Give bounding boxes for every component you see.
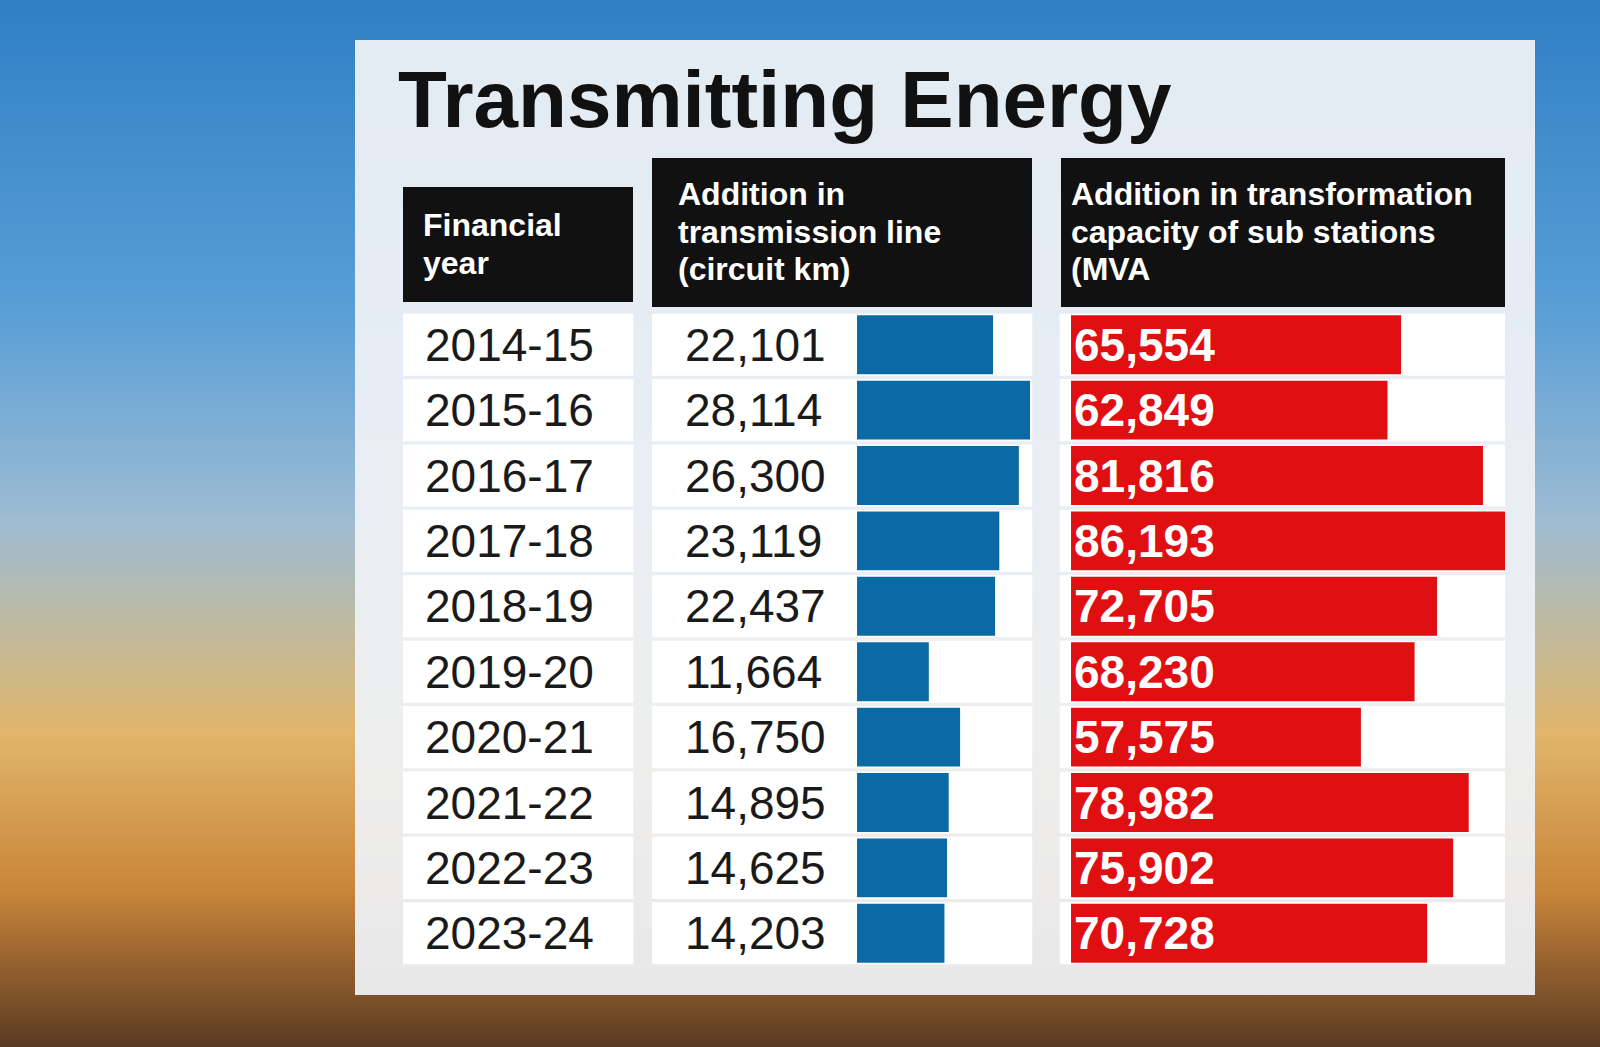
svg-text:28,114: 28,114 xyxy=(685,384,822,436)
svg-text:81,816: 81,816 xyxy=(1074,450,1215,502)
svg-text:2016-17: 2016-17 xyxy=(425,450,594,502)
svg-text:2015-16: 2015-16 xyxy=(425,384,594,436)
svg-text:72,705: 72,705 xyxy=(1074,580,1215,632)
html-text:Addition in transformation cap: Addition in transformation capacity of s… xyxy=(1071,175,1473,288)
svg-text:2018-19: 2018-19 xyxy=(425,580,594,632)
svg-text:62,849: 62,849 xyxy=(1074,384,1215,436)
html-text:Transmitting Energy: Transmitting Energy xyxy=(398,55,1172,144)
svg-text:78,982: 78,982 xyxy=(1074,777,1215,829)
svg-text:2020-21: 2020-21 xyxy=(425,711,594,763)
svg-text:57,575: 57,575 xyxy=(1074,711,1215,763)
svg-text:70,728: 70,728 xyxy=(1074,907,1215,959)
svg-text:14,625: 14,625 xyxy=(685,842,826,894)
svg-text:23,119: 23,119 xyxy=(685,515,822,567)
svg-text:16,750: 16,750 xyxy=(685,711,826,763)
svg-text:2021-22: 2021-22 xyxy=(425,777,594,829)
svg-text:75,902: 75,902 xyxy=(1074,842,1215,894)
svg-text:2019-20: 2019-20 xyxy=(425,646,594,698)
svg-text:22,101: 22,101 xyxy=(685,319,826,371)
svg-text:14,203: 14,203 xyxy=(685,907,826,959)
svg-text:14,895: 14,895 xyxy=(685,777,826,829)
html-text:Addition in transmission line: Addition in transmission line (circuit k… xyxy=(678,175,942,288)
svg-text:2017-18: 2017-18 xyxy=(425,515,594,567)
svg-text:2014-15: 2014-15 xyxy=(425,319,594,371)
svg-text:26,300: 26,300 xyxy=(685,450,826,502)
svg-text:65,554: 65,554 xyxy=(1074,319,1215,371)
svg-text:86,193: 86,193 xyxy=(1074,515,1215,567)
svg-text:2023-24: 2023-24 xyxy=(425,907,594,959)
svg-text:11,664: 11,664 xyxy=(685,646,822,698)
html-text:Financial year: Financial year xyxy=(423,206,562,281)
svg-text:2022-23: 2022-23 xyxy=(425,842,594,894)
svg-text:68,230: 68,230 xyxy=(1074,646,1215,698)
svg-text:22,437: 22,437 xyxy=(685,580,826,632)
